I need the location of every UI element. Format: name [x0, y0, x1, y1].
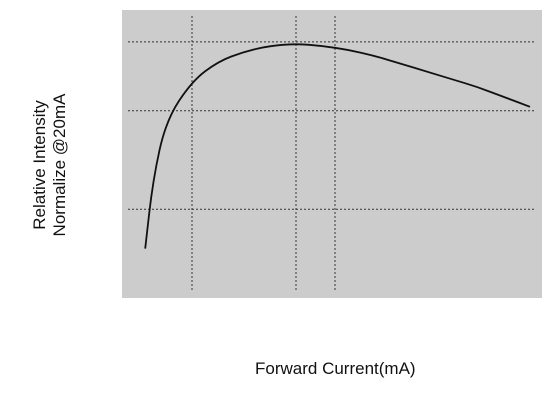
x-axis-label: Forward Current(mA) [255, 359, 416, 378]
plot-area [122, 10, 542, 298]
intensity-curve [144, 43, 531, 249]
vertical-gridlines [191, 16, 336, 292]
horizontal-gridlines [128, 41, 536, 210]
